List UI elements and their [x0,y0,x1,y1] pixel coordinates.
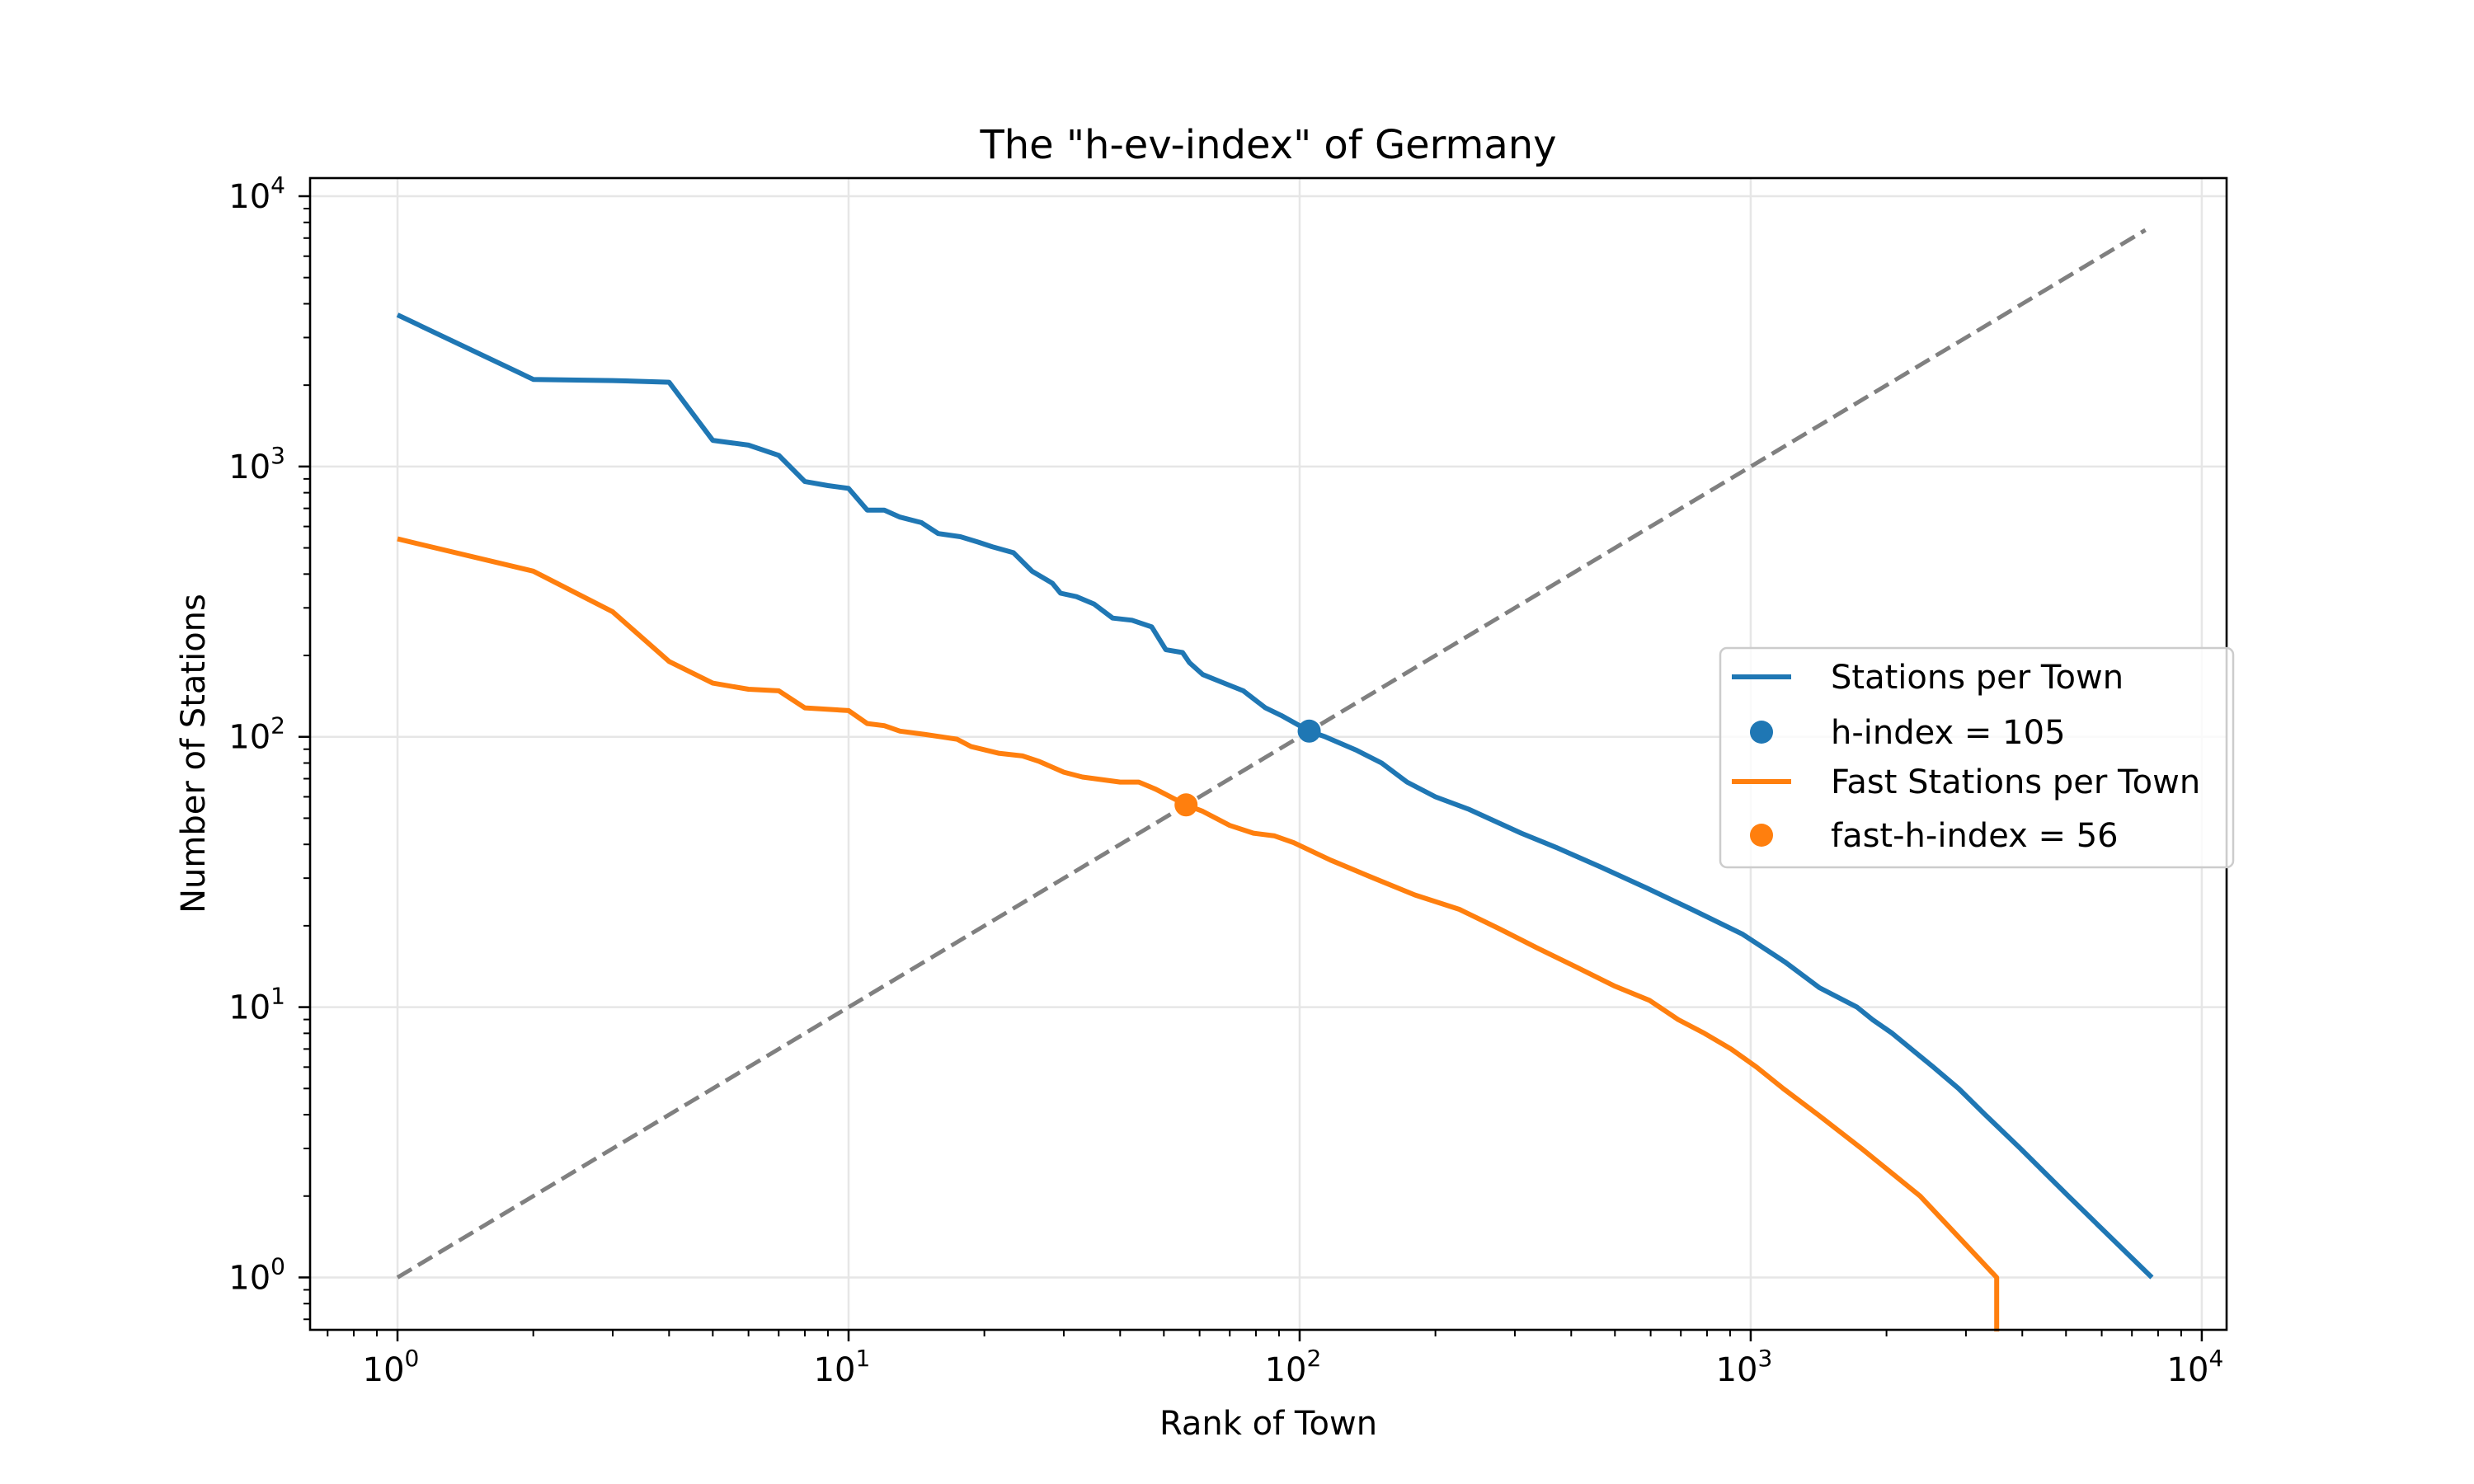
y-tick-exponent: 3 [270,442,285,469]
x-tick-exponent: 0 [405,1345,420,1372]
marker-h-index-105 [1297,719,1321,743]
legend-box [1719,646,2235,869]
x-tick-label: 101 [814,1345,871,1389]
series-y-x-reference [396,228,2147,1280]
legend: Stations per Town h-index = 105 Fast Sta… [1719,646,2235,869]
x-axis-label: Rank of Town [1159,1405,1377,1443]
y-tick-exponent: 2 [270,712,285,740]
legend-label-fast-stations: Fast Stations per Town [1831,763,2200,801]
legend-label-stations: Stations per Town [1831,659,2124,697]
x-tick-exponent: 1 [856,1345,871,1372]
chart-title: The "h-ev-index" of Germany [979,122,1556,168]
x-tick-label: 104 [2167,1345,2224,1389]
y-tick-exponent: 0 [270,1252,285,1280]
x-tick-exponent: 2 [1307,1345,1322,1372]
legend-label-fast-h-index: fast-h-index = 56 [1831,817,2119,855]
y-tick-exponent: 4 [270,171,285,199]
x-tick-exponent: 3 [1757,1345,1772,1372]
series-stations-per-town [396,312,2154,1280]
legend-swatch-h-index [1750,721,1773,744]
y-axis-label: Number of Stations [175,594,213,913]
marker-fast-h-index-56 [1174,793,1198,817]
ticks [299,195,2204,1341]
legend-label-h-index: h-index = 105 [1831,714,2066,752]
x-tick-exponent: 4 [2208,1345,2223,1372]
y-tick-exponent: 1 [270,983,285,1010]
series-layer [396,228,2154,1331]
legend-swatch-fast-h-index [1750,824,1773,847]
